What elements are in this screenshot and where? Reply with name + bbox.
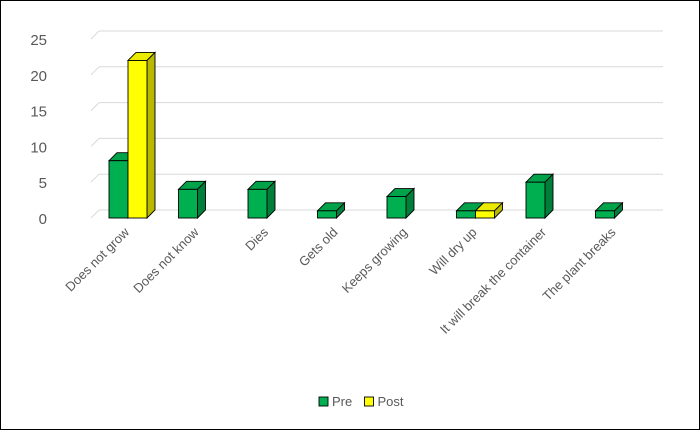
legend-label: Pre [332, 394, 352, 409]
bar-pre [178, 188, 198, 219]
bar-post [475, 210, 495, 219]
bar-side [544, 173, 554, 220]
category-label: The plant breaks [540, 224, 619, 303]
y-tick-label: 20 [30, 68, 47, 85]
gridline-depth [90, 209, 100, 219]
y-tick-label: 15 [30, 104, 47, 121]
category-label: Will dry up [426, 225, 480, 279]
bar-pre [525, 181, 546, 219]
bar-pre [595, 210, 615, 219]
category-label: Dies [242, 224, 271, 253]
category-label: Gets old [296, 225, 341, 270]
legend-swatch-post [364, 396, 374, 407]
bar-pre [386, 196, 407, 219]
gridline-depth [90, 30, 100, 40]
bar-pre [317, 210, 337, 219]
y-tick-label: 0 [39, 211, 47, 228]
y-tick-label: 5 [39, 175, 47, 192]
bar-pre [456, 210, 476, 219]
gridline-depth [90, 173, 100, 183]
category-label: Keeps growing [339, 225, 410, 296]
y-tick-label: 10 [30, 139, 47, 156]
gridline-depth [90, 66, 100, 76]
legend-label: Post [378, 394, 404, 409]
gridline-depth [90, 138, 100, 147]
category-label: Does not know [130, 224, 202, 296]
bar-pre [247, 188, 268, 219]
category-label: Does not grow [62, 224, 132, 294]
gridline-depth [90, 102, 100, 111]
bar-pre [108, 160, 129, 219]
y-tick-label: 25 [30, 32, 47, 49]
bar-post [127, 60, 148, 219]
bar-side [146, 51, 156, 220]
legend-swatch-pre [318, 396, 329, 407]
